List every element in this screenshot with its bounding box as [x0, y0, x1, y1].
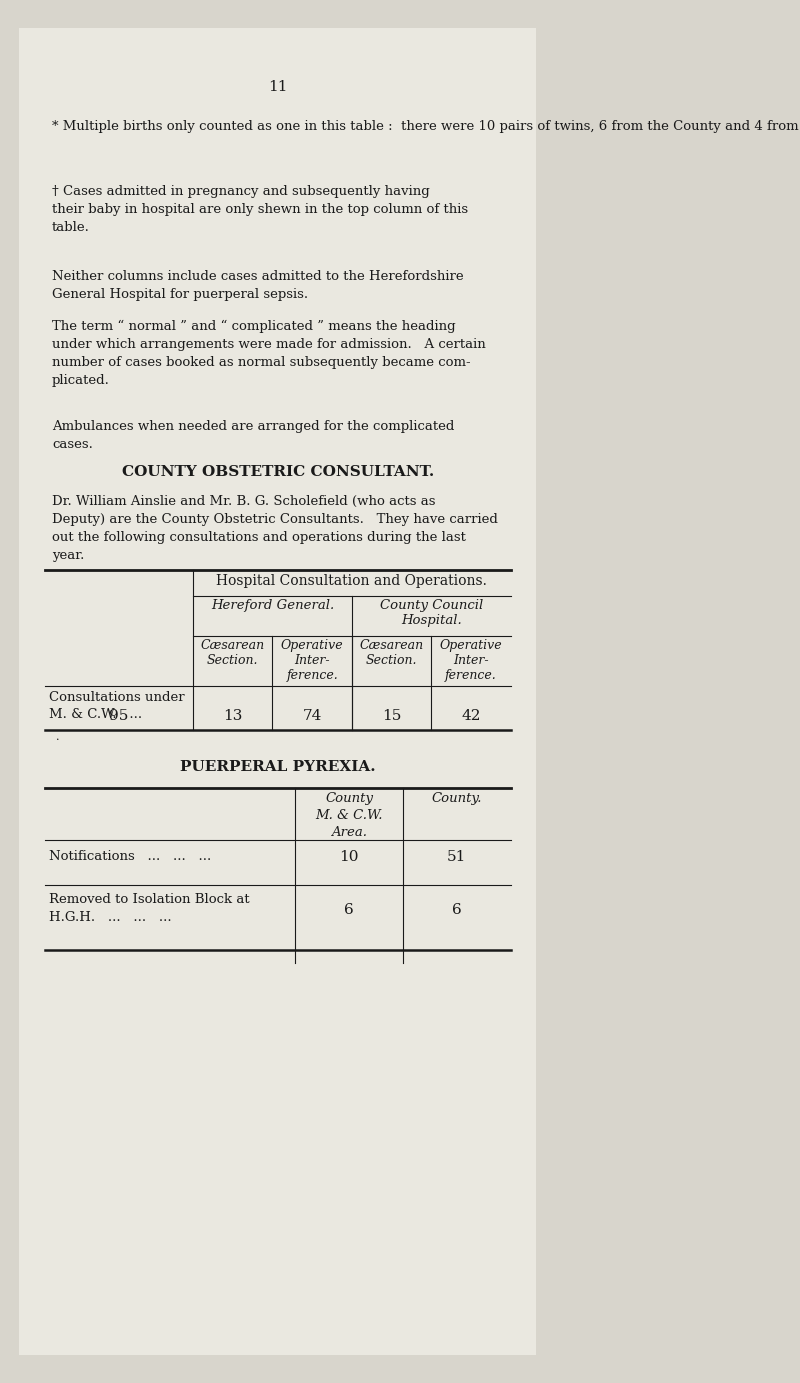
Text: 74: 74 — [302, 709, 322, 723]
Text: 15: 15 — [382, 709, 402, 723]
Text: .: . — [55, 732, 59, 743]
Text: The term “ normal ” and “ complicated ” means the heading
under which arrangemen: The term “ normal ” and “ complicated ” … — [52, 319, 486, 387]
Text: 51: 51 — [447, 851, 466, 864]
Text: Operative
Inter-
ference.: Operative Inter- ference. — [281, 639, 343, 682]
Text: 13: 13 — [223, 709, 242, 723]
Text: Hereford General.: Hereford General. — [211, 599, 334, 613]
Text: Hospital Consultation and Operations.: Hospital Consultation and Operations. — [217, 574, 487, 588]
Text: 6: 6 — [344, 903, 354, 917]
Text: * Multiple births only counted as one in this table :  there were 10 pairs of tw: * Multiple births only counted as one in… — [52, 120, 800, 133]
Text: Ambulances when needed are arranged for the complicated
cases.: Ambulances when needed are arranged for … — [52, 420, 454, 451]
Text: Cæsarean
Section.: Cæsarean Section. — [201, 639, 265, 667]
Text: County
M. & C.W.
Area.: County M. & C.W. Area. — [315, 792, 383, 839]
Text: Dr. William Ainslie and Mr. B. G. Scholefield (who acts as
Deputy) are the Count: Dr. William Ainslie and Mr. B. G. Schole… — [52, 495, 498, 561]
Text: 95: 95 — [110, 709, 129, 723]
Text: COUNTY OBSTETRIC CONSULTANT.: COUNTY OBSTETRIC CONSULTANT. — [122, 465, 434, 479]
Text: 42: 42 — [461, 709, 481, 723]
Text: County Council
Hospital.: County Council Hospital. — [380, 599, 483, 626]
Text: Notifications   ...   ...   ...: Notifications ... ... ... — [49, 851, 211, 863]
Text: 11: 11 — [268, 80, 288, 94]
Text: 6: 6 — [452, 903, 462, 917]
Text: 10: 10 — [339, 851, 359, 864]
Text: Removed to Isolation Block at
H.G.H.   ...   ...   ...: Removed to Isolation Block at H.G.H. ...… — [49, 893, 250, 924]
Text: † Cases admitted in pregnancy and subsequently having
their baby in hospital are: † Cases admitted in pregnancy and subseq… — [52, 185, 468, 234]
Text: County.: County. — [431, 792, 482, 805]
Text: Cæsarean
Section.: Cæsarean Section. — [359, 639, 424, 667]
FancyBboxPatch shape — [19, 28, 536, 1355]
Text: PUERPERAL PYREXIA.: PUERPERAL PYREXIA. — [180, 761, 376, 774]
Text: Operative
Inter-
ference.: Operative Inter- ference. — [439, 639, 502, 682]
Text: Consultations under
M. & C.W.   ...: Consultations under M. & C.W. ... — [49, 692, 184, 721]
Text: Neither columns include cases admitted to the Herefordshire
General Hospital for: Neither columns include cases admitted t… — [52, 270, 464, 301]
